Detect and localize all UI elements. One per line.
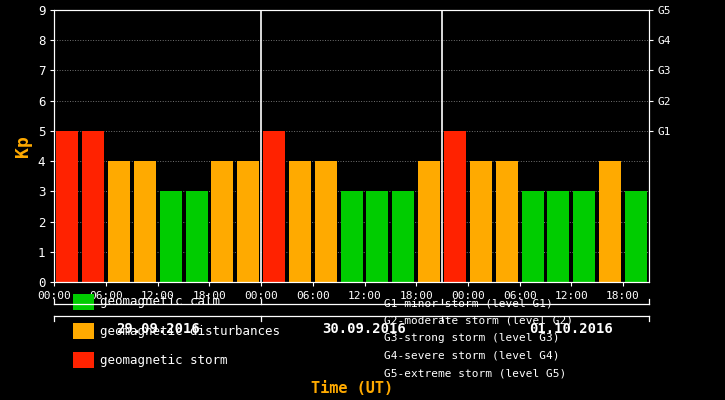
Bar <box>418 161 440 282</box>
Bar <box>212 161 233 282</box>
Text: 29.09.2016: 29.09.2016 <box>116 322 199 336</box>
Bar <box>496 161 518 282</box>
Text: geomagnetic disturbances: geomagnetic disturbances <box>100 325 280 338</box>
Bar <box>315 161 336 282</box>
Text: Time (UT): Time (UT) <box>310 381 393 396</box>
Text: 01.10.2016: 01.10.2016 <box>529 322 613 336</box>
Bar <box>263 131 285 282</box>
Bar <box>625 191 647 282</box>
Text: G2-moderate storm (level G2): G2-moderate storm (level G2) <box>384 316 573 326</box>
Text: 30.09.2016: 30.09.2016 <box>323 322 407 336</box>
Bar <box>186 191 207 282</box>
Y-axis label: Kp: Kp <box>14 135 33 157</box>
Text: G3-strong storm (level G3): G3-strong storm (level G3) <box>384 333 560 343</box>
Bar <box>134 161 156 282</box>
Text: G4-severe storm (level G4): G4-severe storm (level G4) <box>384 351 560 361</box>
Bar <box>366 191 389 282</box>
Bar <box>82 131 104 282</box>
Bar <box>160 191 182 282</box>
Bar <box>289 161 311 282</box>
Bar <box>573 191 595 282</box>
Bar <box>521 191 544 282</box>
Text: G1-minor storm (level G1): G1-minor storm (level G1) <box>384 298 553 308</box>
Text: geomagnetic storm: geomagnetic storm <box>100 354 228 367</box>
Bar <box>57 131 78 282</box>
Bar <box>237 161 260 282</box>
Bar <box>444 131 466 282</box>
Bar <box>392 191 414 282</box>
Bar <box>599 161 621 282</box>
Bar <box>470 161 492 282</box>
Bar <box>341 191 362 282</box>
Bar <box>108 161 130 282</box>
Bar <box>547 191 569 282</box>
Text: G5-extreme storm (level G5): G5-extreme storm (level G5) <box>384 368 566 378</box>
Text: geomagnetic calm: geomagnetic calm <box>100 296 220 308</box>
